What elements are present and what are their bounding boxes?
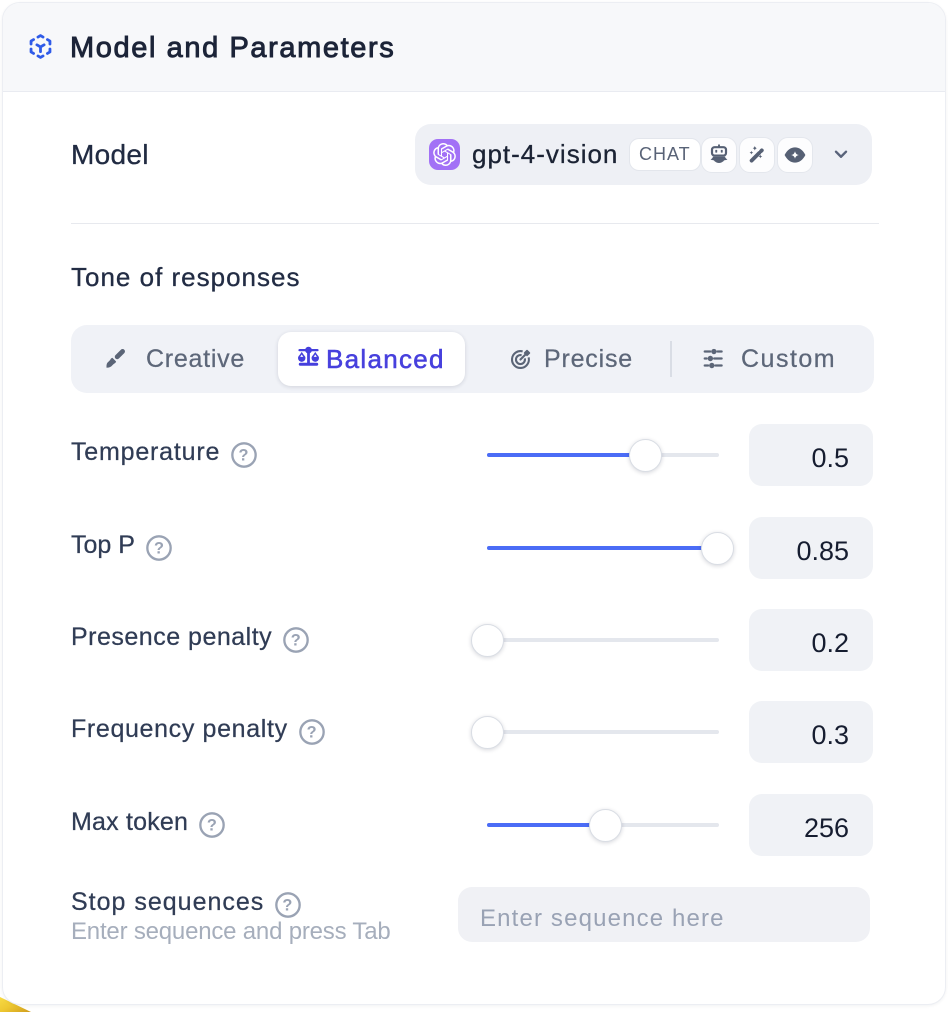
svg-text:?: ? [207, 816, 217, 834]
svg-text:?: ? [306, 723, 317, 741]
svg-text:?: ? [283, 896, 294, 914]
svg-text:?: ? [154, 539, 164, 557]
svg-text:?: ? [239, 446, 250, 464]
svg-text:?: ? [291, 631, 302, 649]
